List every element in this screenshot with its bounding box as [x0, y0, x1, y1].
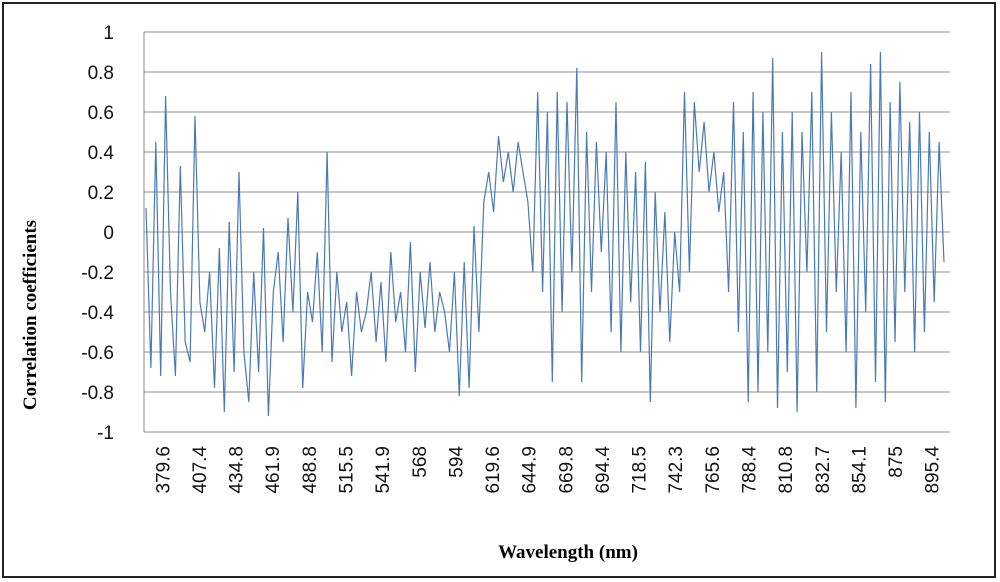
- y-tick-label: 0.4: [88, 143, 115, 164]
- x-tick-label: 875: [886, 446, 907, 478]
- y-tick-label: 0.2: [88, 183, 114, 204]
- x-tick-label: 742.3: [666, 446, 687, 494]
- x-tick-label: 515.5: [337, 446, 358, 494]
- x-tick-label: 669.8: [556, 446, 577, 494]
- y-tick-label: -0.8: [81, 383, 114, 404]
- y-tick-labels: 1 0.8 0.6 0.4 0.2 0 -0.2 -0.4 -0.6 -0.8 -1: [81, 23, 114, 444]
- x-tick-label: 379.6: [153, 446, 174, 494]
- x-tick-label: 810.8: [776, 446, 797, 494]
- x-tick-label: 718.5: [630, 446, 651, 494]
- x-tick-label: 434.8: [227, 446, 248, 494]
- x-tick-label: 644.9: [520, 446, 541, 494]
- y-tick-label: -0.4: [81, 303, 114, 324]
- y-axis-title: Correlation coefficients: [20, 220, 41, 410]
- gridlines: [143, 31, 950, 433]
- x-tick-label: 619.6: [483, 446, 504, 494]
- y-tick-label: -1: [97, 423, 114, 444]
- y-tick-label: 0: [103, 223, 114, 244]
- y-tick-label: -0.6: [81, 343, 114, 364]
- x-tick-label: 568: [410, 446, 431, 478]
- y-tick-label: 0.8: [88, 63, 114, 84]
- x-tick-label: 407.4: [190, 446, 211, 494]
- x-tick-label: 854.1: [849, 446, 870, 494]
- y-tick-label: 0.6: [88, 103, 114, 124]
- x-tick-label: 895.4: [923, 446, 944, 494]
- x-tick-label: 594: [446, 446, 467, 478]
- x-tick-label: 694.4: [593, 446, 614, 494]
- y-tick-label: 1: [103, 23, 114, 44]
- x-tick-label: 788.4: [740, 446, 761, 494]
- x-tick-labels: 379.6 407.4 434.8 461.9 488.8 515.5 541.9 568 59…: [153, 446, 943, 494]
- y-tick-label: -0.2: [81, 263, 114, 284]
- x-tick-label: 461.9: [263, 446, 284, 494]
- x-tick-label: 488.8: [300, 446, 321, 494]
- x-tick-label: 765.6: [703, 446, 724, 494]
- series-line: [145, 51, 945, 417]
- x-tick-label: 541.9: [373, 446, 394, 494]
- x-axis-title: Wavelength (nm): [498, 542, 638, 563]
- x-tick-label: 832.7: [813, 446, 834, 494]
